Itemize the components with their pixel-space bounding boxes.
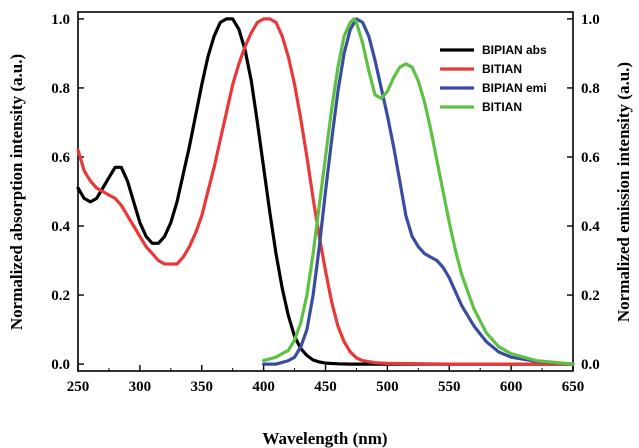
legend: BIPIAN abs BITIAN BIPIAN emi BITIAN	[440, 43, 547, 114]
x-axis-title: Wavelength (nm)	[262, 429, 387, 448]
x-tick-label: 250	[67, 379, 90, 395]
y-left-tick-label: 0.8	[51, 81, 70, 97]
y-axis-left-title: Normalized absorption intensity (a.u.)	[7, 54, 26, 330]
y-right-tick-label: 0.0	[581, 357, 600, 373]
y-right-tick-label: 0.6	[581, 150, 600, 166]
x-tick-label: 400	[252, 379, 275, 395]
legend-label-1: BITIAN	[482, 62, 522, 76]
y-axis-right-title: Normalized emission intensity (a.u.)	[614, 62, 633, 322]
y-left-tick-label: 0.0	[51, 357, 70, 373]
x-tick-label: 350	[191, 379, 214, 395]
y-right-tick-label: 0.2	[581, 288, 600, 304]
y-right-tick-label: 0.8	[581, 81, 600, 97]
y-left-tick-label: 0.2	[51, 288, 70, 304]
y-left-tick-label: 1.0	[51, 12, 70, 28]
legend-label-2: BIPIAN emi	[482, 81, 547, 95]
series-line-1	[76, 17, 575, 366]
x-tick-label: 500	[376, 379, 399, 395]
y-left-tick-label: 0.4	[51, 219, 70, 235]
series-layer	[76, 17, 575, 366]
x-tick-label: 650	[562, 379, 585, 395]
x-tick-label: 450	[314, 379, 337, 395]
series-line-3	[262, 17, 575, 366]
x-tick-label: 600	[500, 379, 523, 395]
x-tick-label: 300	[129, 379, 152, 395]
x-tick-label: 550	[438, 379, 461, 395]
legend-label-0: BIPIAN abs	[482, 43, 547, 57]
y-right-tick-label: 1.0	[581, 12, 600, 28]
ticks-layer: 250 300 350 400 450 500 550 600 650 0.0 0.0 0.2 0.2 0…	[51, 12, 600, 395]
y-left-tick-label: 0.6	[51, 150, 70, 166]
series-line-2	[262, 17, 575, 366]
y-right-tick-label: 0.4	[581, 219, 600, 235]
series-line-0	[76, 17, 575, 366]
legend-label-3: BITIAN	[482, 100, 522, 114]
